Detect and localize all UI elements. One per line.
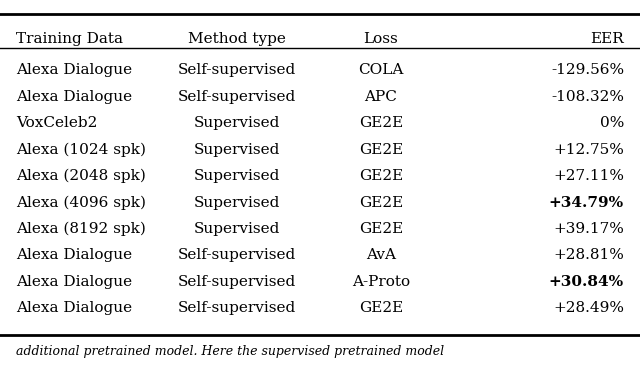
Text: +12.75%: +12.75% bbox=[553, 143, 624, 157]
Text: additional pretrained model. Here the supervised pretrained model: additional pretrained model. Here the su… bbox=[16, 345, 444, 358]
Text: +30.84%: +30.84% bbox=[549, 275, 624, 289]
Text: Self-supervised: Self-supervised bbox=[178, 248, 296, 262]
Text: COLA: COLA bbox=[358, 63, 403, 77]
Text: Alexa Dialogue: Alexa Dialogue bbox=[16, 301, 132, 315]
Text: +27.11%: +27.11% bbox=[553, 169, 624, 183]
Text: Self-supervised: Self-supervised bbox=[178, 301, 296, 315]
Text: GE2E: GE2E bbox=[358, 222, 403, 236]
Text: GE2E: GE2E bbox=[358, 143, 403, 157]
Text: +39.17%: +39.17% bbox=[553, 222, 624, 236]
Text: Self-supervised: Self-supervised bbox=[178, 90, 296, 104]
Text: Supervised: Supervised bbox=[194, 116, 280, 130]
Text: +28.49%: +28.49% bbox=[553, 301, 624, 315]
Text: -108.32%: -108.32% bbox=[551, 90, 624, 104]
Text: GE2E: GE2E bbox=[358, 169, 403, 183]
Text: Alexa Dialogue: Alexa Dialogue bbox=[16, 90, 132, 104]
Text: Supervised: Supervised bbox=[194, 143, 280, 157]
Text: Supervised: Supervised bbox=[194, 222, 280, 236]
Text: Self-supervised: Self-supervised bbox=[178, 63, 296, 77]
Text: Alexa Dialogue: Alexa Dialogue bbox=[16, 63, 132, 77]
Text: 0%: 0% bbox=[600, 116, 624, 130]
Text: AvA: AvA bbox=[366, 248, 396, 262]
Text: Alexa (2048 spk): Alexa (2048 spk) bbox=[16, 169, 146, 184]
Text: VoxCeleb2: VoxCeleb2 bbox=[16, 116, 97, 130]
Text: Loss: Loss bbox=[364, 32, 398, 46]
Text: GE2E: GE2E bbox=[358, 196, 403, 210]
Text: GE2E: GE2E bbox=[358, 301, 403, 315]
Text: GE2E: GE2E bbox=[358, 116, 403, 130]
Text: Method type: Method type bbox=[188, 32, 285, 46]
Text: APC: APC bbox=[364, 90, 397, 104]
Text: Alexa (1024 spk): Alexa (1024 spk) bbox=[16, 142, 146, 157]
Text: Alexa Dialogue: Alexa Dialogue bbox=[16, 248, 132, 262]
Text: EER: EER bbox=[590, 32, 624, 46]
Text: -129.56%: -129.56% bbox=[551, 63, 624, 77]
Text: Alexa (8192 spk): Alexa (8192 spk) bbox=[16, 222, 146, 236]
Text: Supervised: Supervised bbox=[194, 196, 280, 210]
Text: Alexa Dialogue: Alexa Dialogue bbox=[16, 275, 132, 289]
Text: Training Data: Training Data bbox=[16, 32, 123, 46]
Text: Alexa (4096 spk): Alexa (4096 spk) bbox=[16, 195, 146, 210]
Text: +28.81%: +28.81% bbox=[553, 248, 624, 262]
Text: +34.79%: +34.79% bbox=[549, 196, 624, 210]
Text: A-Proto: A-Proto bbox=[352, 275, 410, 289]
Text: Self-supervised: Self-supervised bbox=[178, 275, 296, 289]
Text: Supervised: Supervised bbox=[194, 169, 280, 183]
